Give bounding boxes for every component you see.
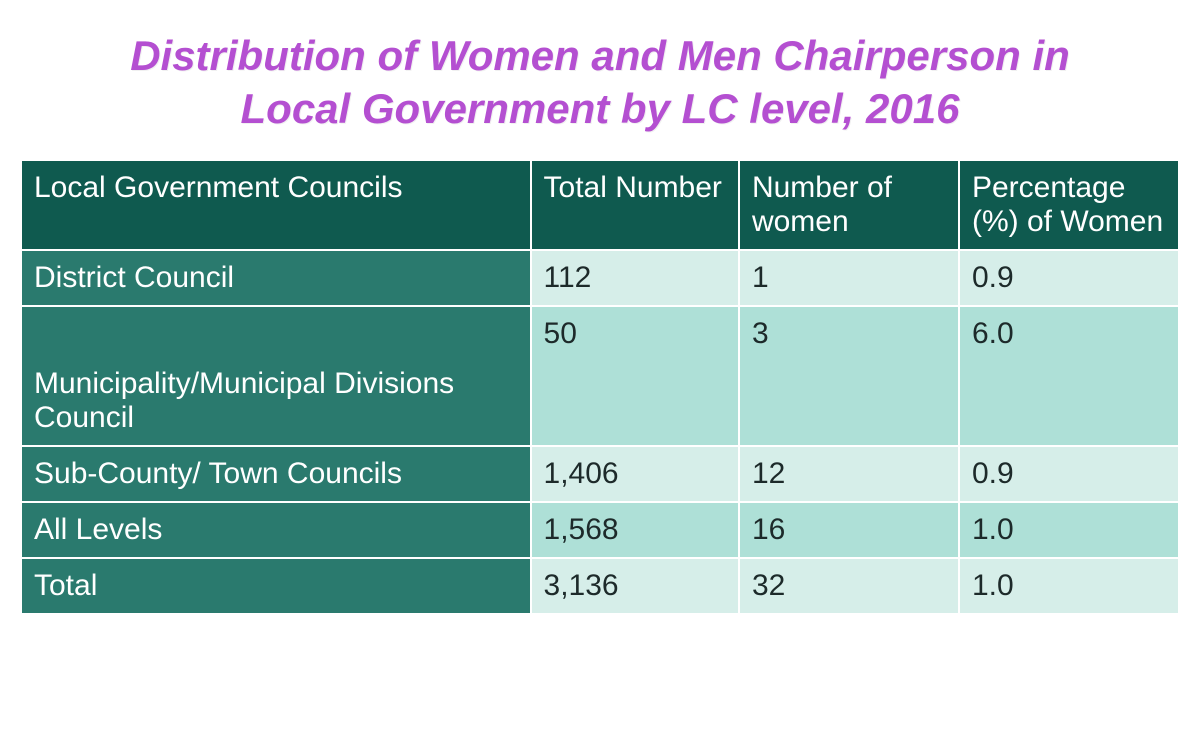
cell-pct: 6.0 bbox=[959, 306, 1179, 446]
slide-title: Distribution of Women and Men Chairperso… bbox=[100, 30, 1100, 135]
table-header-row: Local Government Councils Total Number N… bbox=[21, 160, 1179, 250]
cell-pct: 0.9 bbox=[959, 250, 1179, 306]
table-row: Municipality/Municipal Divisions Council… bbox=[21, 306, 1179, 446]
row-label: Total bbox=[21, 558, 531, 614]
cell-women: 1 bbox=[739, 250, 959, 306]
cell-pct: 1.0 bbox=[959, 502, 1179, 558]
cell-total: 50 bbox=[531, 306, 739, 446]
cell-women: 32 bbox=[739, 558, 959, 614]
table-body: District Council11210.9Municipality/Muni… bbox=[21, 250, 1179, 614]
table-row: Total3,136321.0 bbox=[21, 558, 1179, 614]
cell-women: 12 bbox=[739, 446, 959, 502]
cell-total: 3,136 bbox=[531, 558, 739, 614]
table-row: All Levels1,568161.0 bbox=[21, 502, 1179, 558]
cell-total: 112 bbox=[531, 250, 739, 306]
row-label: Municipality/Municipal Divisions Council bbox=[21, 306, 531, 446]
cell-women: 16 bbox=[739, 502, 959, 558]
cell-total: 1,568 bbox=[531, 502, 739, 558]
cell-women: 3 bbox=[739, 306, 959, 446]
row-label: Sub-County/ Town Councils bbox=[21, 446, 531, 502]
cell-total: 1,406 bbox=[531, 446, 739, 502]
table-row: Sub-County/ Town Councils1,406120.9 bbox=[21, 446, 1179, 502]
col-header-0: Local Government Councils bbox=[21, 160, 531, 250]
col-header-1: Total Number bbox=[531, 160, 739, 250]
table-row: District Council11210.9 bbox=[21, 250, 1179, 306]
row-label: All Levels bbox=[21, 502, 531, 558]
cell-pct: 1.0 bbox=[959, 558, 1179, 614]
row-label: District Council bbox=[21, 250, 531, 306]
col-header-2: Number of women bbox=[739, 160, 959, 250]
cell-pct: 0.9 bbox=[959, 446, 1179, 502]
col-header-3: Percentage (%) of Women bbox=[959, 160, 1179, 250]
slide: Distribution of Women and Men Chairperso… bbox=[0, 0, 1200, 735]
data-table: Local Government Councils Total Number N… bbox=[20, 159, 1180, 615]
